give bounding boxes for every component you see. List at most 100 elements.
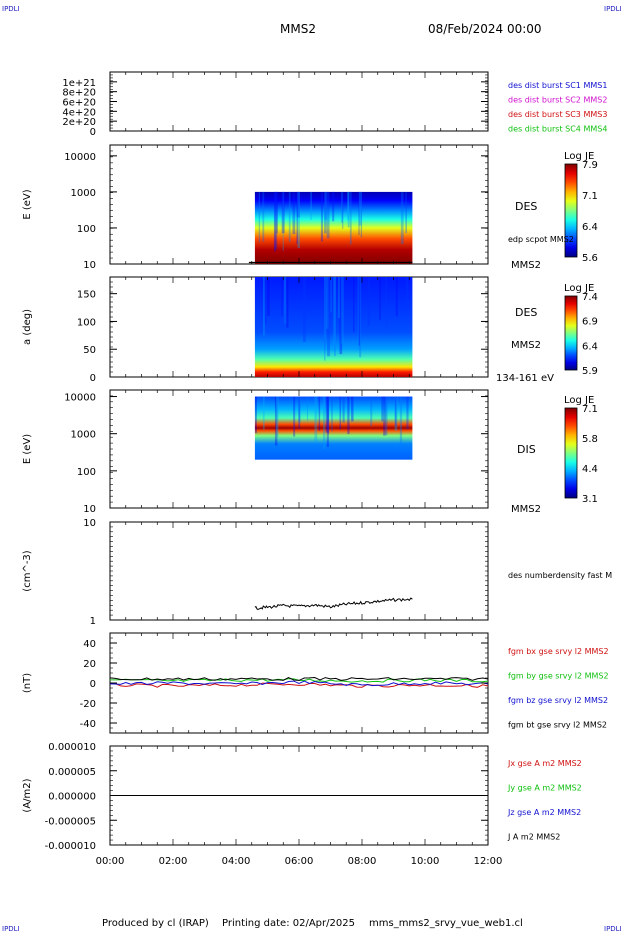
footer-produced-by: Produced by cl (IRAP) [102, 918, 209, 929]
x-tick-label: 08:00 [348, 856, 377, 867]
heatmap-texture [385, 396, 388, 436]
heatmap-texture [286, 277, 289, 328]
panel-side-label: MMS2 [511, 340, 541, 351]
heatmap-texture [325, 277, 329, 329]
legend-entry: fgm bx gse srvy l2 MMS2 [508, 647, 609, 656]
heatmap-texture [405, 191, 407, 233]
footer-filename: mms_mms2_srvy_vue_web1.cl [369, 918, 523, 929]
panel-side-label: edp scpot MMS2 [508, 235, 574, 244]
heatmap-texture [357, 277, 360, 350]
colorbar-tick-label: 7.4 [582, 292, 598, 303]
y-tick-label: 1000 [71, 430, 96, 441]
heatmap-texture [325, 396, 329, 433]
date-title: 08/Feb/2024 00:00 [428, 22, 542, 36]
heatmap-texture [342, 396, 345, 423]
panel-frame-dist-burst [109, 71, 489, 132]
y-tick-label: 100 [77, 317, 96, 328]
heatmap-texture [324, 277, 326, 361]
panel-side-label: MMS2 [511, 260, 541, 271]
legend-entry: Jz gse A m2 MMS2 [507, 808, 581, 817]
y-tick-label: 50 [83, 345, 96, 356]
heatmap-texture [347, 191, 350, 221]
colorbar-tick-label: 6.4 [582, 341, 598, 352]
heatmap-texture [303, 277, 306, 342]
heatmap-texture [394, 396, 397, 427]
y-tick-label: 10 [83, 518, 96, 529]
heatmap-texture [310, 191, 312, 221]
colorbar-title: Log JE [564, 395, 594, 406]
heatmap-texture [314, 396, 318, 443]
panel-side-label: MMS2 [511, 504, 541, 515]
legend-entry: fgm bz gse srvy l2 MMS2 [508, 696, 608, 705]
heatmap-texture [263, 277, 265, 336]
x-tick-label: 00:00 [96, 856, 125, 867]
heatmap-texture [342, 191, 344, 229]
heatmap-texture [399, 396, 403, 444]
footer-printing-date: Printing date: 02/Apr/2025 [222, 918, 355, 929]
series-line [254, 597, 413, 610]
heatmap-texture [400, 191, 404, 245]
colorbar-des-pitch [564, 295, 578, 371]
y-tick-label: 10 [83, 504, 96, 515]
colorbar-tick-label: 7.9 [582, 160, 598, 171]
y-axis-label: a (deg) [22, 309, 33, 345]
y-tick-label: -0.000010 [45, 841, 96, 852]
heatmap-texture [367, 277, 371, 326]
y-axis-label: (cm^-3) [22, 550, 33, 591]
heatmap-texture [296, 191, 300, 218]
y-tick-label: 0 [90, 679, 96, 690]
heatmap-texture [334, 277, 336, 357]
y-tick-label: -40 [80, 719, 96, 730]
heatmap-texture [324, 191, 327, 220]
colorbar-tick-label: 3.1 [582, 494, 598, 505]
y-tick-label: 150 [77, 290, 96, 301]
heatmap-texture [383, 396, 386, 436]
heatmap-texture [318, 396, 321, 431]
heatmap-dis-energy [254, 396, 413, 460]
heatmap-texture [324, 277, 326, 339]
panel-side-label: DES [515, 306, 537, 319]
heatmap-texture [331, 396, 333, 432]
heatmap-texture [358, 277, 360, 346]
y-axis-label: E (eV) [22, 189, 33, 219]
heatmap-texture [298, 396, 301, 423]
heatmap-texture [274, 191, 278, 250]
legend-entry: fgm by gse srvy l2 MMS2 [508, 672, 609, 681]
y-tick-label: -0.000005 [45, 816, 96, 827]
heatmap-texture [267, 277, 270, 317]
heatmap-texture [341, 191, 343, 223]
heatmap-des-pitch [254, 277, 413, 377]
corner-label-bottom-left: IPDLI [2, 925, 20, 933]
heatmap-texture [332, 191, 335, 222]
heatmap-texture [283, 277, 287, 324]
heatmap-texture [327, 277, 331, 357]
y-tick-label: 10 [83, 260, 96, 271]
heatmap-texture [281, 277, 283, 317]
heatmap-texture [324, 191, 327, 234]
heatmap-texture [262, 396, 265, 430]
x-tick-label: 02:00 [159, 856, 188, 867]
y-tick-label: 0.000000 [48, 792, 96, 803]
heatmap-texture [327, 396, 330, 434]
heatmap-texture [347, 396, 350, 435]
heatmap-texture [273, 191, 276, 252]
heatmap-texture [359, 277, 362, 358]
heatmap-texture [284, 277, 286, 314]
heatmap-texture [330, 277, 333, 313]
legend-entry: des dist burst SC4 MMS4 [508, 125, 607, 134]
legend-entry: fgm bt gse srvy l2 MMS2 [508, 721, 607, 730]
x-tick-label: 12:00 [474, 856, 503, 867]
colorbar-tick-label: 5.6 [582, 253, 598, 264]
y-tick-label: 40 [83, 639, 96, 650]
colorbar-tick-label: 6.4 [582, 222, 598, 233]
heatmap-texture [395, 277, 398, 317]
colorbar-title: Log JE [564, 283, 594, 294]
heatmap-texture [297, 191, 301, 249]
colorbar-des-energy [564, 163, 578, 258]
heatmap-texture [323, 396, 326, 449]
heatmap-texture [264, 277, 267, 324]
heatmap-texture [385, 277, 388, 330]
heatmap-texture [347, 191, 350, 228]
spacecraft-title: MMS2 [280, 22, 316, 36]
